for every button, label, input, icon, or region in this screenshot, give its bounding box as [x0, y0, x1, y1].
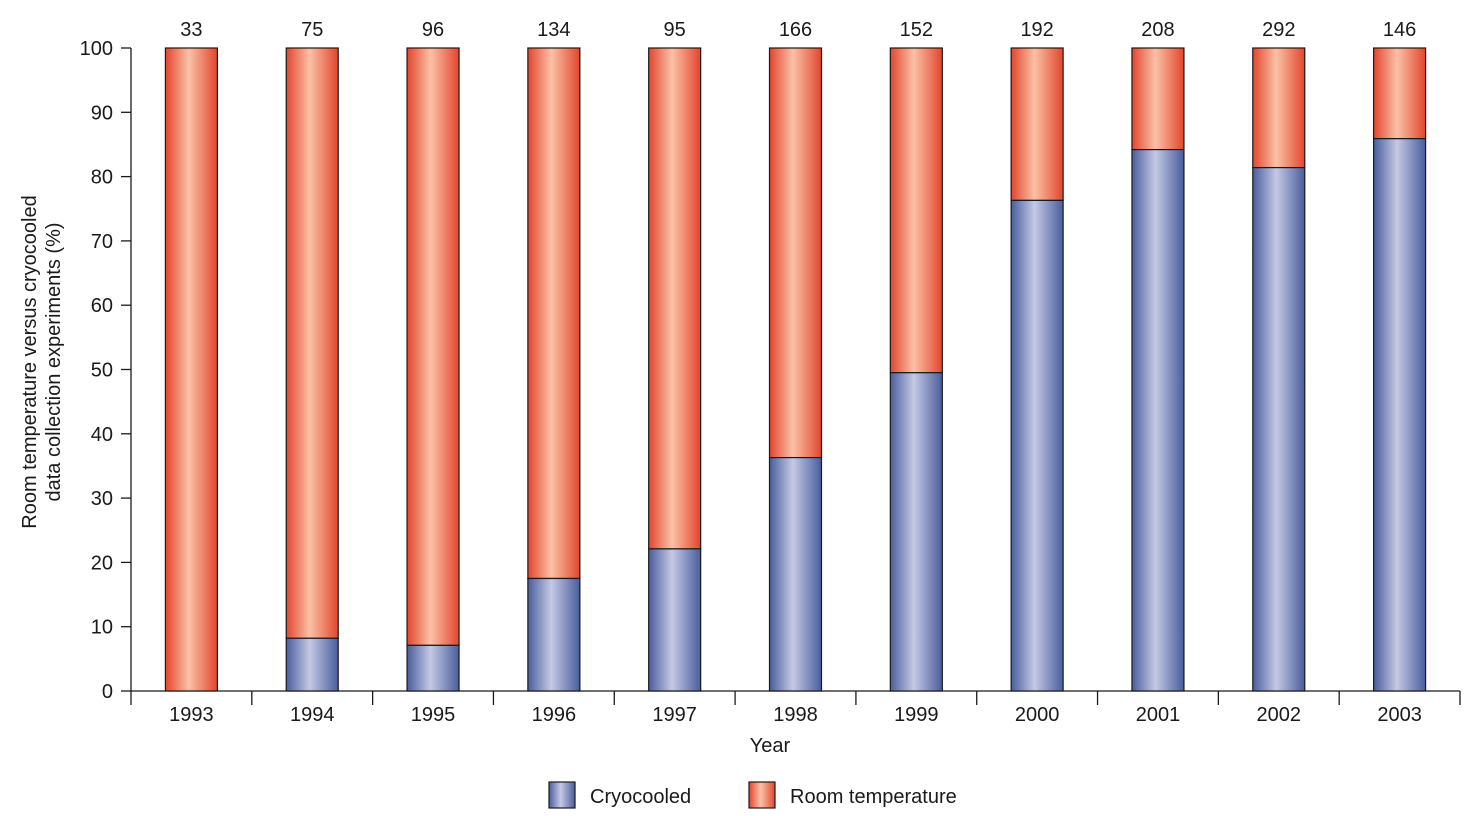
count-label-1996: 134: [537, 19, 570, 41]
legend-swatch-cryocooled: [549, 782, 575, 808]
count-label-1995: 96: [422, 19, 444, 41]
count-label-2001: 208: [1141, 19, 1174, 41]
count-label-1994: 75: [301, 19, 323, 41]
y-tick-label-40: 40: [91, 424, 113, 446]
count-label-2000: 192: [1020, 19, 1053, 41]
bar-room-temperature-2000: [1011, 48, 1063, 200]
x-tick-label-1999: 1999: [894, 704, 939, 726]
bar-room-temperature-1995: [407, 48, 459, 645]
y-tick-label-10: 10: [91, 617, 113, 639]
x-tick-label-1996: 1996: [532, 704, 577, 726]
y-tick-label-90: 90: [91, 102, 113, 124]
legend-swatch-room-temperature: [749, 782, 775, 808]
bar-cryocooled-1997: [649, 549, 701, 691]
bar-cryocooled-1994: [286, 638, 338, 691]
y-tick-label-50: 50: [91, 360, 113, 382]
y-tick-label-100: 100: [80, 38, 113, 60]
x-tick-label-2000: 2000: [1015, 704, 1060, 726]
y-axis-label-line-2: data collection experiments (%): [43, 222, 65, 501]
bar-cryocooled-2000: [1011, 200, 1063, 691]
bar-cryocooled-1995: [407, 645, 459, 691]
x-tick-label-1997: 1997: [652, 704, 697, 726]
bar-cryocooled-2002: [1253, 168, 1305, 691]
legend: Cryocooled Room temperature: [549, 782, 957, 808]
count-label-1998: 166: [779, 19, 812, 41]
count-label-2003: 146: [1383, 19, 1416, 41]
bar-cryocooled-1998: [770, 458, 822, 691]
x-tick-label-2002: 2002: [1257, 704, 1302, 726]
x-tick-label-2001: 2001: [1136, 704, 1181, 726]
legend-label-cryocooled: Cryocooled: [590, 786, 691, 808]
legend-label-room-temperature: Room temperature: [790, 786, 957, 808]
bar-cryocooled-2001: [1132, 150, 1184, 691]
bar-room-temperature-2003: [1374, 48, 1426, 139]
x-tick-label-1995: 1995: [411, 704, 456, 726]
y-tick-label-80: 80: [91, 167, 113, 189]
bar-room-temperature-1999: [890, 48, 942, 373]
count-label-1997: 95: [664, 19, 686, 41]
y-tick-label-70: 70: [91, 231, 113, 253]
count-label-2002: 292: [1262, 19, 1295, 41]
bar-room-temperature-1993: [165, 48, 217, 691]
y-tick-label-0: 0: [102, 681, 113, 703]
y-tick-label-20: 20: [91, 552, 113, 574]
bar-room-temperature-1998: [770, 48, 822, 458]
bar-cryocooled-1996: [528, 578, 580, 691]
y-axis-label: Room temperature versus cryocooled data …: [19, 195, 65, 528]
count-label-1999: 152: [900, 19, 933, 41]
x-tick-label-1994: 1994: [290, 704, 335, 726]
bar-room-temperature-2002: [1253, 48, 1305, 168]
x-axis-label: Year: [750, 735, 791, 757]
x-tick-label-2003: 2003: [1377, 704, 1422, 726]
x-tick-label-1993: 1993: [169, 704, 214, 726]
y-tick-label-30: 30: [91, 488, 113, 510]
bar-room-temperature-1996: [528, 48, 580, 578]
y-tick-label-60: 60: [91, 295, 113, 317]
bar-room-temperature-2001: [1132, 48, 1184, 150]
bar-cryocooled-1999: [890, 373, 942, 691]
bar-room-temperature-1994: [286, 48, 338, 638]
y-axis-label-line-1: Room temperature versus cryocooled: [19, 195, 41, 528]
x-tick-label-1998: 1998: [773, 704, 818, 726]
count-label-1993: 33: [180, 19, 202, 41]
bar-cryocooled-2003: [1374, 139, 1426, 691]
plot-area: 0 10 20 30 40 50 60 70 80 90 100 1993 33 1994 75 1995 96…: [80, 19, 1460, 726]
bar-room-temperature-1997: [649, 48, 701, 549]
